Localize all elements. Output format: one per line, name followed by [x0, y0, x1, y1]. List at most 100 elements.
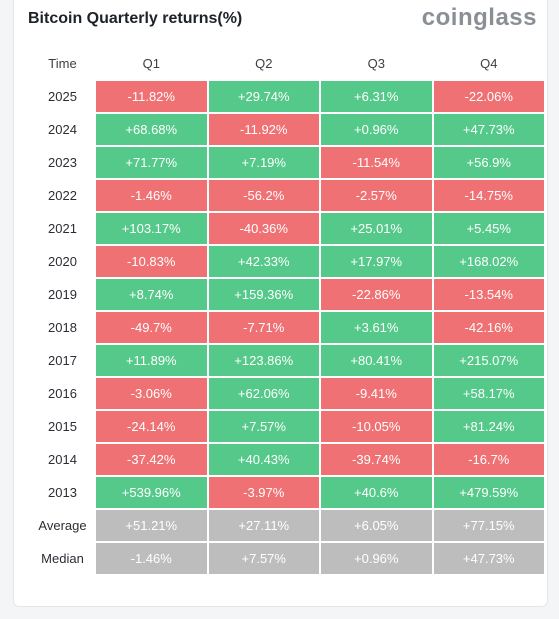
returns-card: Bitcoin Quarterly returns(%) coinglass T… — [13, 0, 548, 607]
header-row: Time Q1 Q2 Q3 Q4 — [31, 47, 544, 79]
row-label: 2018 — [48, 320, 77, 335]
header-q3: Q3 — [367, 55, 385, 71]
return-cell: -11.54% — [321, 147, 432, 178]
header-q2: Q2 — [255, 55, 273, 71]
return-cell: +7.57% — [208, 543, 319, 574]
return-cell: -10.05% — [321, 411, 432, 442]
row-label: 2020 — [48, 254, 77, 269]
return-cell: +17.97% — [321, 246, 432, 277]
row-label: 2021 — [48, 221, 77, 236]
return-cell: +103.17% — [96, 213, 207, 244]
return-cell: +51.21% — [96, 510, 207, 541]
return-cell: +62.06% — [208, 378, 319, 409]
return-cell: -7.71% — [208, 312, 319, 343]
table-row: 2017 +11.89% +123.86% +80.41% +215.07% — [31, 345, 544, 376]
row-label: 2019 — [48, 287, 77, 302]
table-row: 2021 +103.17% -40.36% +25.01% +5.45% — [31, 213, 544, 244]
return-cell: +25.01% — [321, 213, 432, 244]
return-cell: -9.41% — [321, 378, 432, 409]
return-cell: +77.15% — [433, 510, 544, 541]
return-cell: +29.74% — [208, 81, 319, 112]
return-cell: -16.7% — [433, 444, 544, 475]
return-cell: +168.02% — [433, 246, 544, 277]
coinglass-logo: coinglass — [421, 4, 537, 31]
table-row: 2024 +68.68% -11.92% +0.96% +47.73% — [31, 114, 544, 145]
return-cell: +0.96% — [321, 543, 432, 574]
header-q1: Q1 — [142, 55, 160, 71]
return-cell: +81.24% — [433, 411, 544, 442]
return-cell: +58.17% — [433, 378, 544, 409]
table-row: 2025 -11.82% +29.74% +6.31% -22.06% — [31, 81, 544, 112]
return-cell: +40.6% — [321, 477, 432, 508]
row-label: 2025 — [48, 89, 77, 104]
table-row: 2015 -24.14% +7.57% -10.05% +81.24% — [31, 411, 544, 442]
return-cell: -2.57% — [321, 180, 432, 211]
return-cell: +123.86% — [208, 345, 319, 376]
return-cell: +71.77% — [96, 147, 207, 178]
return-cell: +6.31% — [321, 81, 432, 112]
return-cell: -37.42% — [96, 444, 207, 475]
return-cell: -11.92% — [208, 114, 319, 145]
row-label: 2017 — [48, 353, 77, 368]
return-cell: +6.05% — [321, 510, 432, 541]
row-label: 2015 — [48, 419, 77, 434]
return-cell: +5.45% — [433, 213, 544, 244]
return-cell: -56.2% — [208, 180, 319, 211]
return-cell: -10.83% — [96, 246, 207, 277]
table-row: 2013 +539.96% -3.97% +40.6% +479.59% — [31, 477, 544, 508]
return-cell: -14.75% — [433, 180, 544, 211]
return-cell: -39.74% — [321, 444, 432, 475]
return-cell: -11.82% — [96, 81, 207, 112]
row-label: Median — [41, 551, 84, 566]
return-cell: -3.06% — [96, 378, 207, 409]
return-cell: +47.73% — [433, 114, 544, 145]
return-cell: -49.7% — [96, 312, 207, 343]
return-cell: -42.16% — [433, 312, 544, 343]
summary-row: Median -1.46% +7.57% +0.96% +47.73% — [31, 543, 544, 574]
table-row: 2022 -1.46% -56.2% -2.57% -14.75% — [31, 180, 544, 211]
return-cell: +215.07% — [433, 345, 544, 376]
table-row: 2023 +71.77% +7.19% -11.54% +56.9% — [31, 147, 544, 178]
chart-title: Bitcoin Quarterly returns(%) — [28, 10, 243, 27]
table-row: 2016 -3.06% +62.06% -9.41% +58.17% — [31, 378, 544, 409]
row-label: 2024 — [48, 122, 77, 137]
table-row: 2020 -10.83% +42.33% +17.97% +168.02% — [31, 246, 544, 277]
return-cell: +159.36% — [208, 279, 319, 310]
return-cell: +40.43% — [208, 444, 319, 475]
return-cell: +0.96% — [321, 114, 432, 145]
quarterly-returns-table: Time Q1 Q2 Q3 Q4 2025 -11.82% +29.74% +6.31… — [29, 45, 546, 576]
table-row: 2018 -49.7% -7.71% +3.61% -42.16% — [31, 312, 544, 343]
return-cell: +7.19% — [208, 147, 319, 178]
header-q4: Q4 — [480, 55, 498, 71]
row-label: 2023 — [48, 155, 77, 170]
return-cell: +479.59% — [433, 477, 544, 508]
return-cell: -22.06% — [433, 81, 544, 112]
return-cell: +47.73% — [433, 543, 544, 574]
return-cell: -1.46% — [96, 543, 207, 574]
return-cell: +3.61% — [321, 312, 432, 343]
return-cell: -24.14% — [96, 411, 207, 442]
row-label: 2022 — [48, 188, 77, 203]
return-cell: -13.54% — [433, 279, 544, 310]
return-cell: +27.11% — [208, 510, 319, 541]
row-label: 2013 — [48, 485, 77, 500]
row-label: Average — [38, 518, 87, 533]
return-cell: -1.46% — [96, 180, 207, 211]
return-cell: +68.68% — [96, 114, 207, 145]
return-cell: +8.74% — [96, 279, 207, 310]
return-cell: -3.97% — [208, 477, 319, 508]
return-cell: +11.89% — [96, 345, 207, 376]
header-time: Time — [48, 55, 77, 71]
table-body: 2025 -11.82% +29.74% +6.31% -22.06% 2024 +68.6… — [31, 81, 544, 574]
return-cell: +42.33% — [208, 246, 319, 277]
summary-row: Average +51.21% +27.11% +6.05% +77.15% — [31, 510, 544, 541]
return-cell: +80.41% — [321, 345, 432, 376]
row-label: 2016 — [48, 386, 77, 401]
row-label: 2014 — [48, 452, 77, 467]
return-cell: -40.36% — [208, 213, 319, 244]
table-row: 2014 -37.42% +40.43% -39.74% -16.7% — [31, 444, 544, 475]
return-cell: -22.86% — [321, 279, 432, 310]
return-cell: +539.96% — [96, 477, 207, 508]
table-row: 2019 +8.74% +159.36% -22.86% -13.54% — [31, 279, 544, 310]
return-cell: +56.9% — [433, 147, 544, 178]
